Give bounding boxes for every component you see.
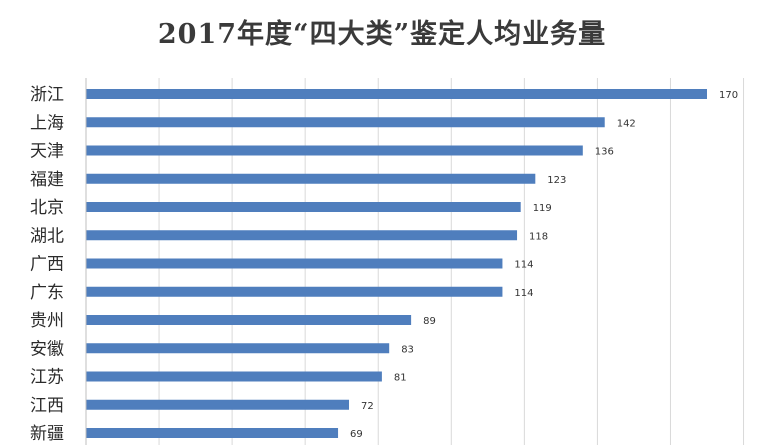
data-label: 81: [394, 373, 407, 384]
bar: [86, 258, 503, 269]
bar: [86, 371, 382, 382]
category-label: 江苏: [30, 368, 64, 388]
data-label: 114: [514, 288, 533, 299]
data-label: 83: [401, 344, 414, 355]
bar: [86, 286, 503, 297]
data-label: 142: [617, 118, 636, 129]
category-label: 广东: [30, 283, 64, 303]
data-label: 69: [350, 429, 363, 440]
category-label: 安徽: [30, 339, 64, 359]
chart-title: 2017年度“四大类”鉴定人均业务量: [157, 19, 607, 50]
data-label: 89: [423, 316, 436, 327]
data-label: 72: [361, 401, 374, 412]
category-label: 福建: [30, 170, 64, 190]
category-label: 上海: [30, 113, 64, 133]
bar: [86, 399, 350, 410]
data-label: 118: [529, 231, 548, 242]
bar: [86, 89, 707, 99]
data-label: 119: [533, 203, 552, 214]
data-label: 170: [719, 90, 738, 101]
bar: [86, 315, 412, 325]
data-label: 123: [547, 175, 566, 186]
bar: [86, 117, 605, 128]
bars: [86, 89, 707, 438]
data-label: 114: [514, 260, 533, 271]
data-labels: 170 142 136 123 119 118 114 114 89 83 81 72 69: [350, 90, 738, 440]
category-label: 江西: [30, 396, 64, 416]
category-label: 湖北: [30, 226, 64, 246]
bar: [86, 173, 536, 184]
data-label: 136: [595, 147, 614, 158]
category-label: 广西: [30, 255, 64, 275]
bar: [86, 343, 390, 354]
category-label: 贵州: [30, 311, 64, 331]
bar: [86, 230, 518, 241]
bar: [86, 428, 339, 438]
category-label: 浙江: [30, 85, 64, 105]
category-label: 天津: [30, 142, 64, 162]
category-label: 新疆: [30, 424, 64, 444]
bar: [86, 202, 521, 212]
category-label: 北京: [30, 198, 64, 218]
bar: [86, 145, 583, 156]
